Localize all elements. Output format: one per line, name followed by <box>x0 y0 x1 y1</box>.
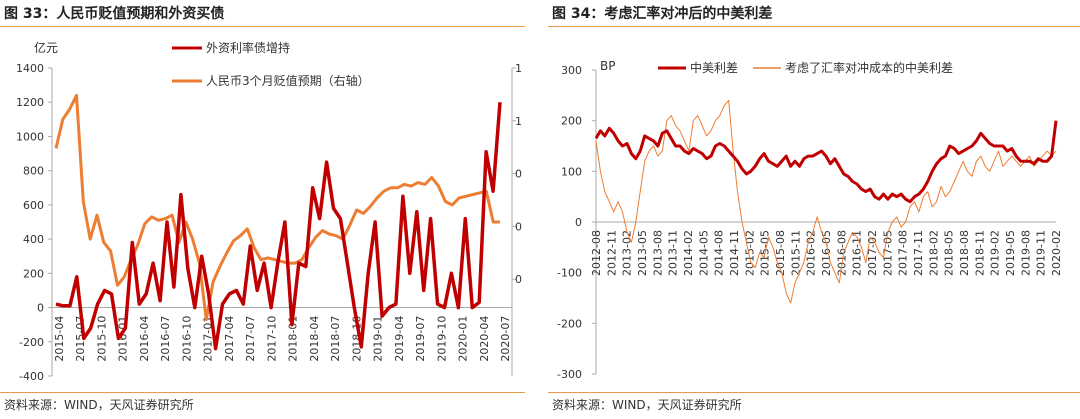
x-tick-label: 2013-05 <box>636 230 649 276</box>
x-tick-label: 2019-02 <box>989 230 1002 276</box>
x-tick-label: 2015-10 <box>96 316 109 362</box>
x-tick-label: 2013-02 <box>621 230 634 276</box>
x-tick-label: 2015-08 <box>774 230 787 276</box>
x-tick-label: 2015-11 <box>789 230 802 276</box>
right-y-tick-label: 0 <box>515 273 522 286</box>
y-tick-label: -400 <box>19 370 44 383</box>
y-tick-label: 1200 <box>16 96 44 109</box>
figure-33-panel: 图 33：人民币贬值预期和外资买债 亿元 -400 -200 0 200 400 600 80… <box>0 0 525 419</box>
x-tick-label: 2012-11 <box>605 230 618 276</box>
x-tick-label: 2018-05 <box>943 230 956 276</box>
legend-label: 中美利差 <box>690 60 738 75</box>
right-y-tick-label: 1 <box>515 115 522 128</box>
x-tick-label: 2019-01 <box>372 316 385 362</box>
x-tick-label: 2016-08 <box>835 230 848 276</box>
x-tick-label: 2019-04 <box>393 316 406 362</box>
x-tick-label: 2020-04 <box>478 316 491 362</box>
x-tick-label: 2017-11 <box>912 230 925 276</box>
x-tick-label: 2019-05 <box>1004 230 1017 276</box>
y-tick-label: 200 <box>561 115 582 128</box>
y-tick-label: 800 <box>23 165 44 178</box>
series-line-hedged-spread <box>595 99 1057 304</box>
x-tick-label: 2014-05 <box>697 230 710 276</box>
x-tick-label: 2019-08 <box>1019 230 1032 276</box>
x-tick-label: 2016-05 <box>820 230 833 276</box>
bottom-rule <box>0 392 525 393</box>
x-tick-label: 2018-04 <box>308 316 321 362</box>
figure-34-title: 图 34：考虑汇率对冲后的中美利差 <box>552 6 773 22</box>
top-rule <box>548 26 1080 27</box>
series-line-foreign-bond-purchases <box>55 102 502 351</box>
x-tick-label: 2020-02 <box>1050 230 1063 276</box>
figure-33-title: 图 33：人民币贬值预期和外资买债 <box>4 6 225 22</box>
bottom-rule <box>548 392 1080 393</box>
legend-label: 考虑了汇率对冲成本的中美利差 <box>785 60 953 75</box>
x-tick-label: 2020-07 <box>499 316 512 362</box>
x-tick-label: 2018-11 <box>973 230 986 276</box>
x-tick-label: 2015-04 <box>53 316 66 362</box>
top-rule <box>0 26 525 27</box>
x-tick-label: 2019-11 <box>1035 230 1048 276</box>
series-line-rmb-depreciation-expectation <box>54 93 500 321</box>
y-axis-unit: 亿元 <box>34 40 58 55</box>
x-tick-label: 2016-07 <box>159 316 172 362</box>
right-y-tick-label: 0 <box>515 220 522 233</box>
x-tick-label: 2018-07 <box>329 316 342 362</box>
x-tick-label: 2014-11 <box>728 230 741 276</box>
x-tick-label: 2020-01 <box>457 316 470 362</box>
x-tick-label: 2017-10 <box>265 316 278 362</box>
y-tick-label: 1400 <box>16 62 44 75</box>
y-tick-label: 600 <box>23 199 44 212</box>
x-tick-label: 2013-11 <box>667 230 680 276</box>
figure-34-source: 资料来源：WIND，天风证券研究所 <box>552 398 742 412</box>
y-axis-unit: BP <box>600 59 615 73</box>
y-tick-label: 300 <box>561 64 582 77</box>
x-tick-label: 2017-05 <box>881 230 894 276</box>
x-tick-label: 2018-02 <box>927 230 940 276</box>
y-tick-label: -300 <box>557 368 582 381</box>
x-tick-label: 2014-02 <box>682 230 695 276</box>
y-tick-label: 400 <box>23 233 44 246</box>
y-tick-label: 0 <box>575 216 582 229</box>
x-tick-label: 2018-10 <box>350 316 363 362</box>
figure-33-source: 资料来源：WIND，天风证券研究所 <box>4 398 194 412</box>
y-tick-label: -200 <box>19 336 44 349</box>
x-tick-label: 2012-08 <box>590 230 603 276</box>
x-tick-label: 2017-08 <box>897 230 910 276</box>
x-tick-label: 2019-10 <box>435 316 448 362</box>
x-tick-label: 2016-11 <box>851 230 864 276</box>
right-y-tick-label: 0 <box>515 168 522 181</box>
y-tick-label: 1000 <box>16 130 44 143</box>
x-tick-label: 2016-04 <box>138 316 151 362</box>
y-tick-label: 100 <box>561 165 582 178</box>
x-tick-label: 2018-08 <box>958 230 971 276</box>
x-tick-label: 2016-02 <box>805 230 818 276</box>
x-tick-label: 2018-01 <box>287 316 300 362</box>
x-tick-label: 2014-08 <box>713 230 726 276</box>
x-tick-label: 2013-08 <box>651 230 664 276</box>
x-tick-label: 2017-07 <box>244 316 257 362</box>
figure-34-panel: 图 34：考虑汇率对冲后的中美利差 BP -300 -200 -100 0 100 200 3… <box>548 0 1080 419</box>
legend-label: 人民币3个月贬值预期（右轴） <box>206 73 370 88</box>
y-tick-label: -100 <box>557 267 582 280</box>
right-y-tick-label: 1 <box>515 62 522 75</box>
y-tick-label: 200 <box>23 267 44 280</box>
x-tick-label: 2016-10 <box>180 316 193 362</box>
x-tick-label: 2017-04 <box>223 316 236 362</box>
y-tick-label: -200 <box>557 317 582 330</box>
y-tick-label: 0 <box>37 302 44 315</box>
series-line-us-china-spread <box>594 120 1058 204</box>
legend-label: 外资利率债增持 <box>206 40 290 55</box>
x-tick-label: 2019-07 <box>414 316 427 362</box>
